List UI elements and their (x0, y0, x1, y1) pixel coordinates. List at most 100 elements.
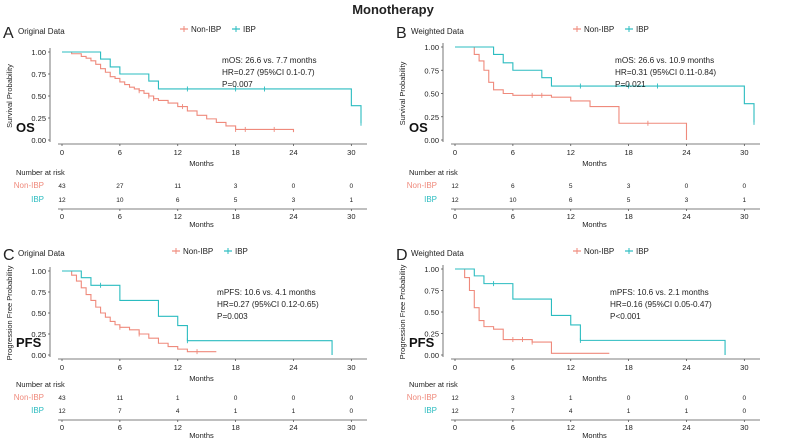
risk-count: 6 (569, 197, 573, 204)
risk-row-label: Non-IBP (407, 181, 437, 190)
legend-label-non-ibp: Non-IBP (183, 247, 213, 256)
risk-axis-tick-label: 30 (740, 212, 748, 221)
x-tick-label: 24 (682, 363, 690, 372)
y-tick-label: 1.00 (31, 48, 46, 57)
risk-axis-tick-label: 6 (118, 212, 122, 221)
risk-axis-tick-label: 18 (231, 212, 239, 221)
y-tick-label: 0.75 (424, 287, 439, 296)
x-tick-label: 12 (174, 363, 182, 372)
risk-count: 1 (685, 408, 689, 415)
x-tick-label: 24 (682, 148, 690, 157)
figure-title: Monotherapy (352, 2, 434, 17)
risk-axis-title: Months (582, 220, 607, 229)
data-subtitle: Original Data (18, 27, 65, 36)
risk-count: 43 (58, 183, 66, 190)
x-tick-label: 12 (174, 148, 182, 157)
endpoint-label: PFS (409, 335, 435, 350)
risk-count: 12 (451, 408, 459, 415)
stat-line: mOS: 26.6 vs. 10.9 months (615, 56, 714, 65)
x-tick-label: 18 (624, 148, 632, 157)
y-axis-title: Survival Probability (398, 61, 407, 125)
x-tick-label: 30 (740, 363, 748, 372)
endpoint-label: OS (409, 120, 428, 135)
panel-b-os-weighted: B Weighted Data Non-IBP IBP 0.00 0.25 0.50 0.75… (396, 25, 760, 229)
risk-row-label: IBP (424, 406, 437, 415)
risk-count: 5 (569, 183, 573, 190)
stat-line: P<0.001 (610, 312, 641, 321)
y-tick-label: 1.00 (31, 267, 46, 276)
legend-label-non-ibp: Non-IBP (191, 25, 221, 34)
x-tick-label: 12 (567, 363, 575, 372)
risk-count: 7 (118, 408, 122, 415)
y-tick-label: 0.25 (31, 330, 46, 339)
data-subtitle: Weighted Data (411, 249, 464, 258)
stat-line: HR=0.27 (95%CI 0.12-0.65) (217, 300, 319, 309)
risk-axis-tick-label: 6 (118, 423, 122, 432)
x-tick-label: 0 (60, 363, 64, 372)
risk-count: 0 (743, 408, 747, 415)
stat-line: mPFS: 10.6 vs. 2.1 months (610, 288, 709, 297)
x-tick-label: 0 (60, 148, 64, 157)
x-tick-label: 24 (289, 148, 297, 157)
x-tick-label: 18 (231, 363, 239, 372)
endpoint-label: OS (16, 120, 35, 135)
km-curve-ibp (62, 270, 333, 355)
km-curve-ibp (62, 51, 362, 124)
risk-count: 3 (292, 197, 296, 204)
risk-count: 1 (569, 395, 573, 402)
risk-count: 3 (685, 197, 689, 204)
x-tick-label: 6 (118, 363, 122, 372)
panel-letter: A (3, 25, 14, 42)
risk-count: 10 (509, 197, 517, 204)
risk-axis-tick-label: 6 (511, 423, 515, 432)
risk-axis-tick-label: 6 (511, 212, 515, 221)
y-tick-label: 0.00 (424, 351, 439, 360)
risk-row-label: Non-IBP (14, 181, 44, 190)
x-axis-title: Months (189, 159, 214, 168)
risk-count: 0 (627, 395, 631, 402)
risk-axis-tick-label: 30 (347, 212, 355, 221)
risk-axis-tick-label: 24 (682, 423, 690, 432)
stat-line: HR=0.27 (95%CI 0.1-0.7) (222, 68, 315, 77)
risk-count: 1 (292, 408, 296, 415)
risk-count: 10 (116, 197, 124, 204)
risk-count: 3 (234, 183, 238, 190)
risk-count: 7 (511, 408, 515, 415)
stat-line: HR=0.16 (95%CI 0.05-0.47) (610, 300, 712, 309)
risk-count: 27 (116, 183, 124, 190)
risk-count: 0 (743, 183, 747, 190)
x-tick-label: 30 (347, 148, 355, 157)
x-tick-label: 6 (511, 363, 515, 372)
risk-count: 0 (234, 395, 238, 402)
risk-count: 0 (292, 395, 296, 402)
endpoint-label: PFS (16, 335, 42, 350)
x-tick-label: 30 (740, 148, 748, 157)
risk-count: 11 (174, 183, 181, 190)
legend-label-ibp: IBP (243, 25, 256, 34)
stat-line: P=0.003 (217, 312, 248, 321)
risk-count: 5 (234, 197, 238, 204)
risk-axis-tick-label: 0 (60, 212, 64, 221)
risk-count: 4 (176, 408, 180, 415)
y-tick-label: 0.50 (424, 308, 439, 317)
risk-count: 0 (292, 183, 296, 190)
risk-count: 1 (176, 395, 180, 402)
stat-line: mPFS: 10.6 vs. 4.1 months (217, 288, 316, 297)
legend-label-ibp: IBP (636, 247, 649, 256)
data-subtitle: Weighted Data (411, 27, 464, 36)
panel-d-pfs-weighted: D Weighted Data Non-IBP IBP 0.00 0.25 0.50 0.75… (396, 247, 760, 440)
risk-count: 12 (451, 183, 459, 190)
risk-count: 0 (685, 183, 689, 190)
risk-axis-tick-label: 18 (231, 423, 239, 432)
y-tick-label: 0.50 (424, 90, 439, 99)
risk-count: 3 (627, 183, 631, 190)
y-tick-label: 0.00 (31, 351, 46, 360)
risk-row-label: Non-IBP (407, 393, 437, 402)
risk-count: 4 (569, 408, 573, 415)
risk-table-title: Number at risk (16, 168, 65, 177)
km-curve-non-ibp (62, 270, 217, 353)
y-tick-label: 0.50 (31, 309, 46, 318)
risk-table-title: Number at risk (16, 380, 65, 389)
y-tick-label: 0.25 (31, 114, 46, 123)
x-tick-label: 6 (511, 148, 515, 157)
